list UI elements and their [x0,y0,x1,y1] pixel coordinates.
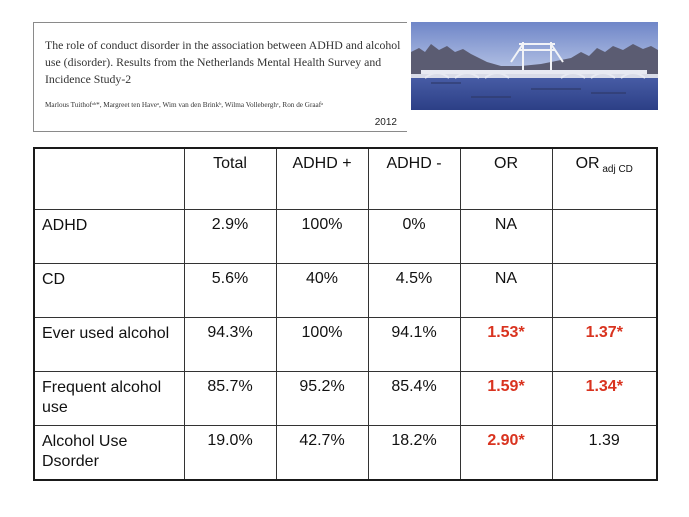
cell-adhd-positive: 100% [275,209,369,264]
cell-total: 19.0% [183,425,277,481]
column-header-adhd-negative: ADHD - [367,147,461,210]
slide-header: The role of conduct disorder in the asso… [33,22,658,134]
or-adj-main: OR [575,155,600,172]
table-row: Alcohol Use Dsorder 19.0% 42.7% 18.2% 2.… [33,425,658,481]
cell-adhd-negative: 94.1% [367,317,461,372]
table-row: ADHD 2.9% 100% 0% NA [33,209,658,264]
row-label: Ever used alcohol [33,317,185,372]
cell-or-adj [551,263,658,318]
paper-title: The role of conduct disorder in the asso… [45,38,401,86]
cell-adhd-positive: 100% [275,317,369,372]
cell-or: 1.59* [459,371,553,426]
paper-authors: Marlous Tuithofᵃᵇ*, Margreet ten Haveᵃ, … [45,101,324,109]
cell-adhd-negative: 4.5% [367,263,461,318]
column-header-total: Total [183,147,277,210]
row-label: Frequent alcohol use [33,371,185,426]
cell-total: 94.3% [183,317,277,372]
publication-year: 2012 [374,117,397,128]
cell-or-adj: 1.39 [551,425,658,481]
cell-adhd-negative: 0% [367,209,461,264]
cell-adhd-positive: 40% [275,263,369,318]
row-label: ADHD [33,209,185,264]
cell-adhd-negative: 18.2% [367,425,461,481]
column-header-or: OR [459,147,553,210]
results-table: Total ADHD + ADHD - OR OR adj CD ADHD 2.… [33,147,658,481]
amsterdam-bridge-photo [411,22,658,110]
cell-adhd-negative: 85.4% [367,371,461,426]
cell-or-adj: 1.37* [551,317,658,372]
table-row: Ever used alcohol 94.3% 100% 94.1% 1.53*… [33,317,658,372]
table-header-row: Total ADHD + ADHD - OR OR adj CD [33,147,658,210]
table-row: Frequent alcohol use 85.7% 95.2% 85.4% 1… [33,371,658,426]
cell-or: 1.53* [459,317,553,372]
citation-box: The role of conduct disorder in the asso… [33,22,407,132]
cell-or-adj [551,209,658,264]
cell-or: 2.90* [459,425,553,481]
table-row: CD 5.6% 40% 4.5% NA [33,263,658,318]
row-label: CD [33,263,185,318]
cell-total: 2.9% [183,209,277,264]
row-label: Alcohol Use Dsorder [33,425,185,481]
cell-adhd-positive: 95.2% [275,371,369,426]
cell-total: 85.7% [183,371,277,426]
cell-or: NA [459,209,553,264]
column-header-or-adj: OR adj CD [551,147,658,210]
column-header-adhd-positive: ADHD + [275,147,369,210]
or-adj-subscript: adj CD [599,164,633,176]
cell-total: 5.6% [183,263,277,318]
cell-or-adj: 1.34* [551,371,658,426]
cell-or: NA [459,263,553,318]
cell-adhd-positive: 42.7% [275,425,369,481]
column-header-label [33,147,185,210]
